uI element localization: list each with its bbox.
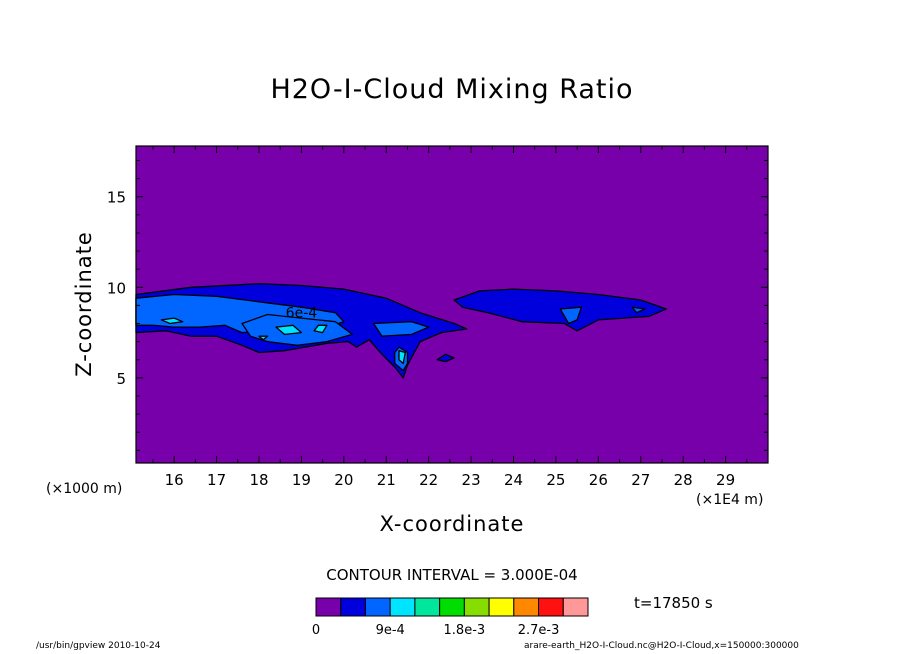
x-tick-label: 24 <box>504 471 523 489</box>
colorbar-label: 0 <box>312 623 320 638</box>
contour-core-1 <box>160 317 184 325</box>
x-axis-label: X-coordinate <box>379 512 525 536</box>
x-tick-label: 16 <box>165 471 184 489</box>
footer-right: arare-earth_H2O-I-Cloud.nc@H2O-I-Cloud,x… <box>524 641 799 651</box>
footer-left: /usr/bin/gpview 2010-10-24 <box>36 641 161 651</box>
x-tick-label: 27 <box>631 471 650 489</box>
contour-east-level2 <box>559 306 583 325</box>
time-label: t=17850 s <box>634 594 713 612</box>
x-tick-label: 29 <box>716 471 735 489</box>
colorbar-label: 1.8e-3 <box>444 623 486 638</box>
colorbar-swatch <box>538 597 564 617</box>
chart-title: H2O-I-Cloud Mixing Ratio <box>270 74 634 105</box>
x-tick-label: 18 <box>249 471 268 489</box>
contour-layer-mid-level2 <box>372 321 430 337</box>
x-tick-label: 20 <box>334 471 353 489</box>
x-tick-label: 26 <box>589 471 608 489</box>
colorbar-swatch <box>340 597 366 617</box>
colorbar-swatch <box>439 597 465 617</box>
colorbar-label: 9e-4 <box>376 623 405 638</box>
colorbar-label: 2.7e-3 <box>518 623 560 638</box>
colorbar-swatch <box>364 597 391 617</box>
contour-core-4 <box>313 324 328 334</box>
colorbar-swatch <box>513 597 540 617</box>
colorbar-swatch <box>414 597 441 617</box>
contour-core-2 <box>275 324 303 336</box>
colorbar-swatch <box>389 597 416 617</box>
contour-east-small-level2 <box>631 306 646 314</box>
x-tick-label: 21 <box>377 471 396 489</box>
plot-frame <box>135 145 769 464</box>
contour-core-5 <box>398 350 406 365</box>
x-tick-label: 25 <box>546 471 565 489</box>
colorbar-swatch <box>315 597 342 617</box>
x-tick-label: 17 <box>207 471 226 489</box>
x-tick-label: 28 <box>674 471 693 489</box>
x-tick-label: 22 <box>419 471 438 489</box>
colorbar-swatch <box>488 597 515 617</box>
y-tick-label: 5 <box>116 370 126 388</box>
contour-label: 6e-4 <box>286 306 318 322</box>
colorbar-swatch <box>463 597 490 617</box>
y-tick-label: 15 <box>107 189 126 207</box>
contour-blob-small-east <box>436 353 455 363</box>
contour-core-3 <box>258 335 269 341</box>
contour-interval-text: CONTOUR INTERVAL = 3.000E-04 <box>326 566 578 584</box>
colorbar-swatch <box>562 597 589 617</box>
x-tick-label: 19 <box>292 471 311 489</box>
x-unit-left: (×1000 m) <box>46 481 123 497</box>
x-unit-right: (×1E4 m) <box>696 492 764 508</box>
y-tick-label: 10 <box>107 279 126 297</box>
x-tick-label: 23 <box>462 471 481 489</box>
